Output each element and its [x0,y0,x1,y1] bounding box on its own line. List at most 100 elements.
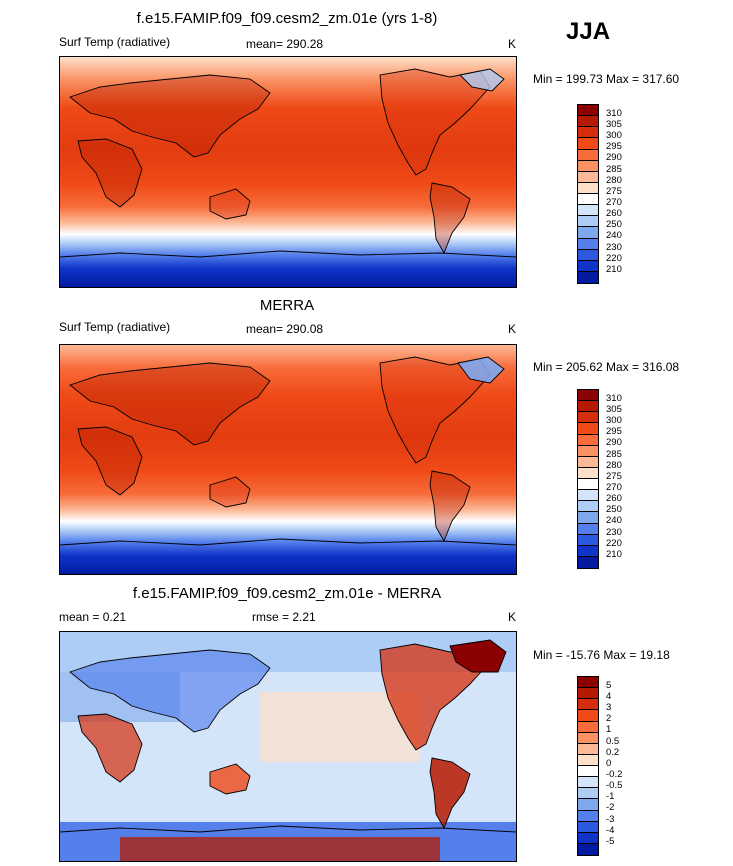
colorbar-swatch [578,456,598,468]
panel-1-colorbar-label: 285 [606,164,622,175]
colorbar-swatch [578,116,598,128]
panel-3-colorbar-label: -0.5 [606,780,623,791]
colorbar-swatch [578,249,598,261]
panel-2-colorbar-label: 240 [606,515,622,526]
colorbar-swatch [578,556,598,568]
panel-3-colorbar-label: -0.2 [606,769,623,780]
colorbar-swatch [578,732,598,744]
panel-3-map [59,631,517,862]
panel-2-map [59,344,517,575]
colorbar-swatch [578,238,598,250]
colorbar-swatch [578,501,598,513]
colorbar-swatch [578,699,598,711]
panel-1-map [59,56,517,288]
panel-1-colorbar-label: 260 [606,208,622,219]
panel-3-title: f.e15.FAMIP.f09_f09.cesm2_zm.01e - MERRA [132,585,442,602]
panel-2-mean-label: mean= 290.08 [246,322,324,336]
panel-1-colorbar [577,104,599,284]
colorbar-swatch [578,260,598,272]
panel-3-colorbar-label: 0.5 [606,736,620,747]
panel-1-colorbar-label: 290 [606,152,622,163]
panel-2-colorbar-label: 210 [606,549,622,560]
colorbar-swatch [578,105,598,117]
panel-3-units: K [508,610,517,624]
colorbar-swatch [578,832,598,844]
colorbar-swatch [578,160,598,172]
panel-2-colorbar-label: 280 [606,460,622,471]
colorbar-swatch [578,788,598,800]
colorbar-swatch [578,766,598,778]
panel-3-colorbar-label: -2 [606,802,615,813]
colorbar-swatch [578,205,598,217]
panel-3-colorbar-label: -5 [606,836,615,847]
panel-3-colorbar-label: -1 [606,791,615,802]
colorbar-swatch [578,710,598,722]
colorbar-swatch [578,434,598,446]
colorbar-swatch [578,843,598,855]
colorbar-swatch [578,777,598,789]
panel-3-mean-label: mean = 0.21 [59,610,127,624]
panel-1-units: K [508,37,517,51]
panel-2-colorbar-label: 230 [606,527,622,538]
colorbar-swatch [578,216,598,228]
colorbar-swatch [578,799,598,811]
colorbar-swatch [578,227,598,239]
panel-3-rmse-label: rmse = 2.21 [252,610,316,624]
panel-3-colorbar [577,676,599,856]
panel-1-variable-label: Surf Temp (radiative) [59,35,171,49]
panel-2-colorbar-label: 220 [606,538,622,549]
panel-3-colorbar-label: -4 [606,825,615,836]
colorbar-swatch [578,171,598,183]
panel-3-colorbar-label: 0 [606,758,612,769]
panel-1-mean-label: mean= 290.28 [246,37,324,51]
panel-1-colorbar-label: 240 [606,230,622,241]
colorbar-swatch [578,479,598,491]
panel-2-colorbar-label: 260 [606,493,622,504]
colorbar-swatch [578,127,598,139]
colorbar-swatch [578,810,598,822]
panel-1-colorbar-label: 295 [606,141,622,152]
panel-1-colorbar-label: 270 [606,197,622,208]
panel-1-colorbar-label: 310 [606,108,622,119]
panel-2-variable-label: Surf Temp (radiative) [59,320,171,334]
panel-1-colorbar-label: 300 [606,130,622,141]
panel-1-colorbar-label: 220 [606,253,622,264]
colorbar-swatch [578,821,598,833]
panel-2-colorbar-label: 305 [606,404,622,415]
panel-2-colorbar-label: 290 [606,437,622,448]
colorbar-swatch [578,271,598,283]
panel-3-colorbar-label: 0.2 [606,747,620,758]
panel-3-colorbar-label: 3 [606,702,612,713]
panel-2-colorbar-label: 295 [606,426,622,437]
panel-1-colorbar-label: 230 [606,242,622,253]
colorbar-swatch [578,523,598,535]
panel-1-colorbar-label: 280 [606,175,622,186]
colorbar-swatch [578,138,598,150]
panel-2-colorbar-label: 300 [606,415,622,426]
colorbar-swatch [578,721,598,733]
panel-1-minmax: Min = 199.73 Max = 317.60 [533,72,680,86]
panel-2-colorbar [577,389,599,569]
colorbar-swatch [578,677,598,689]
panel-2-colorbar-label: 270 [606,482,622,493]
panel-1-colorbar-label: 210 [606,264,622,275]
panel-1-title: f.e15.FAMIP.f09_f09.cesm2_zm.01e (yrs 1-… [136,10,438,27]
colorbar-swatch [578,390,598,402]
panel-1-colorbar-label: 305 [606,119,622,130]
colorbar-swatch [578,412,598,424]
panel-3-minmax: Min = -15.76 Max = 19.18 [533,648,670,662]
panel-3-colorbar-label: 2 [606,713,612,724]
panel-3-colorbar-label: 5 [606,680,612,691]
panel-1-colorbar-label: 275 [606,186,622,197]
colorbar-swatch [578,401,598,413]
colorbar-swatch [578,534,598,546]
panel-2-colorbar-label: 275 [606,471,622,482]
colorbar-swatch [578,423,598,435]
colorbar-swatch [578,445,598,457]
colorbar-swatch [578,467,598,480]
panel-3-colorbar-label: -3 [606,814,615,825]
colorbar-swatch [578,194,598,206]
colorbar-swatch [578,545,598,557]
panel-2-colorbar-label: 285 [606,449,622,460]
colorbar-swatch [578,149,598,161]
